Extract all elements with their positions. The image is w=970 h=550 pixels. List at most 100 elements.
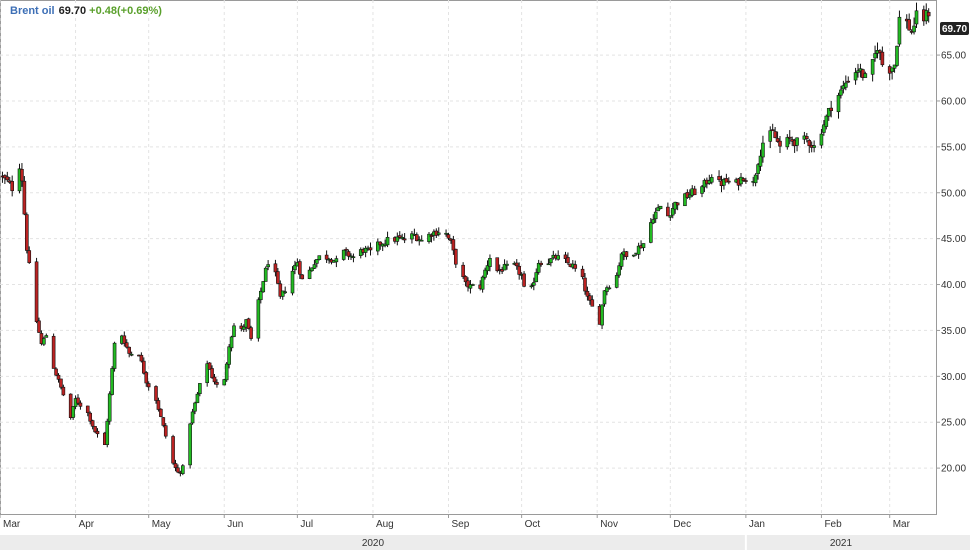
gridlines: [0, 0, 936, 514]
candle-up: [870, 59, 875, 75]
candle-down: [176, 467, 180, 473]
candle-up: [619, 253, 624, 267]
candle-up: [600, 304, 604, 326]
candle-up: [688, 194, 692, 198]
candle-up: [190, 411, 195, 424]
candle-down: [787, 136, 792, 139]
candle-up: [673, 201, 677, 210]
candle-up: [700, 186, 704, 194]
candle-up: [653, 211, 658, 220]
candle-up: [683, 193, 687, 207]
candle-down: [124, 342, 129, 348]
plot-area: [0, 0, 937, 515]
candle-down: [522, 273, 526, 287]
last-price-tag-bg: [940, 22, 969, 35]
candle-up: [259, 290, 263, 301]
candle-down: [154, 386, 158, 401]
candle-down: [127, 346, 131, 354]
candle-down: [466, 280, 470, 288]
candle-up: [912, 25, 916, 33]
candle-up: [636, 245, 641, 255]
candle-up: [505, 263, 509, 266]
candle-up: [105, 420, 110, 445]
candle-up: [195, 393, 200, 404]
candle-down: [775, 138, 780, 142]
candle-down: [207, 362, 212, 370]
candle-up: [468, 284, 473, 289]
candle-up: [758, 155, 763, 167]
candle-up: [181, 465, 185, 474]
candle-up: [42, 338, 46, 345]
candle-up: [205, 363, 209, 384]
candle-up: [897, 16, 902, 45]
candle-down: [27, 250, 32, 263]
candle-up: [785, 137, 790, 148]
candle-up: [768, 130, 773, 142]
candle-up: [863, 73, 868, 78]
candle-up: [890, 67, 894, 73]
x-tick-label: Mar: [893, 519, 911, 530]
candle-down: [846, 80, 851, 83]
candle-down: [122, 335, 127, 344]
candle-up: [363, 247, 368, 253]
candle-down: [580, 268, 585, 278]
candle-up: [529, 285, 534, 288]
candle-up: [812, 145, 816, 148]
y-tick-label: 45.00: [941, 234, 966, 245]
candle-down: [880, 51, 885, 66]
candle-up: [607, 287, 612, 290]
candle-up: [668, 215, 673, 218]
candle-down: [324, 254, 329, 260]
candle-down: [215, 382, 219, 385]
candle-down: [95, 430, 100, 435]
candlesticks: [0, 2, 931, 477]
candle-up: [839, 89, 843, 96]
candle-up: [895, 45, 899, 66]
candle-down: [163, 425, 168, 437]
candle-down: [5, 176, 10, 181]
candle-up: [266, 264, 270, 268]
candle-up: [317, 255, 322, 260]
last-price-label: 69.70: [942, 24, 967, 35]
candle-up: [914, 10, 919, 25]
candle-down: [368, 247, 373, 251]
candle-up: [822, 124, 826, 133]
candle-up: [263, 267, 268, 282]
candle-up: [232, 325, 236, 337]
candle-down: [807, 140, 812, 147]
x-tick-label: Oct: [525, 519, 541, 530]
candle-down: [90, 420, 95, 427]
legend-last-price: 69.70: [58, 5, 87, 17]
candle-down: [805, 136, 809, 140]
candle-up: [534, 272, 539, 283]
candle-down: [156, 400, 161, 410]
candle-up: [649, 222, 653, 243]
candle-up: [658, 205, 663, 210]
y-tick-label: 20.00: [941, 464, 966, 475]
x-tick-label: Apr: [79, 519, 95, 530]
candle-up: [112, 342, 117, 369]
candle-down: [56, 374, 61, 380]
candle-down: [88, 412, 92, 422]
candle-up: [400, 237, 404, 239]
candle-up: [227, 346, 231, 365]
candle-up: [761, 142, 765, 158]
candle-up: [670, 208, 675, 216]
candle-down: [907, 19, 911, 31]
x-tick-label: Sep: [452, 519, 470, 530]
candle-up: [241, 326, 246, 330]
candle-down: [76, 397, 80, 404]
y-tick-label: 55.00: [941, 142, 966, 153]
candle-down: [415, 234, 419, 242]
candle-down: [346, 251, 351, 257]
candle-down: [741, 178, 746, 181]
candle-down: [142, 360, 146, 374]
candle-up: [224, 363, 229, 381]
candle-up: [222, 379, 227, 386]
candle-up: [419, 239, 424, 242]
candle-up: [819, 133, 824, 146]
year-label: 2020: [362, 538, 385, 549]
candle-down: [173, 463, 178, 468]
candle-down: [717, 176, 721, 180]
candle-up: [256, 299, 261, 339]
